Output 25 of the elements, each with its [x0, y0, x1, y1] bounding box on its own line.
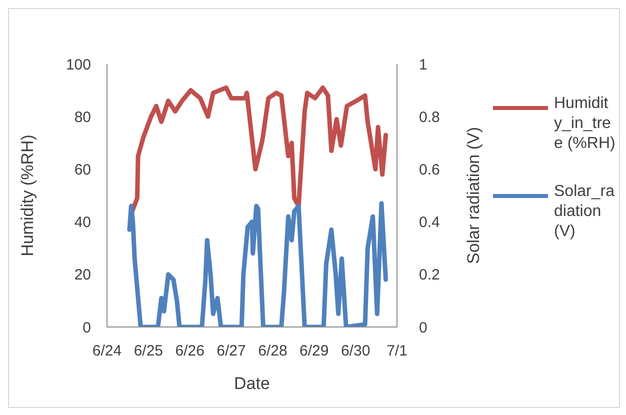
y2-axis-title: Solar radiation (V) [464, 126, 484, 264]
y-tick-label: 0 [82, 319, 91, 336]
x-tick-label: 7/1 [386, 342, 408, 360]
legend-label: Humidity_in_tree (%RH) [554, 94, 616, 154]
y-tick-label: 100 [66, 56, 91, 74]
legend-label: Solar_radiation(V) [554, 182, 616, 242]
y2-tick-label: 0.8 [419, 108, 440, 126]
y2-tick-label: 0 [419, 319, 428, 336]
x-tick-label: 6/29 [300, 342, 329, 360]
x-tick-label: 6/24 [92, 342, 122, 360]
y2-tick-label: 0.4 [419, 214, 440, 232]
y2-tick-label: 0.2 [419, 266, 440, 284]
y-tick-label: 60 [74, 162, 91, 179]
x-tick-label: 6/26 [175, 342, 204, 360]
y-axis-title: Humidity (%RH) [18, 134, 38, 256]
x-tick-label: 6/30 [340, 342, 370, 360]
x-tick-label: 6/28 [258, 342, 288, 360]
x-tick-label: 6/25 [134, 342, 164, 360]
y2-tick-label: 0.6 [419, 162, 440, 179]
y-tick-label: 80 [74, 108, 91, 126]
x-axis-title: Date [234, 374, 270, 393]
y2-tick-label: 1 [419, 56, 428, 74]
y-tick-label: 40 [74, 214, 91, 232]
y-tick-label: 20 [74, 266, 91, 284]
x-tick-label: 6/27 [216, 342, 246, 360]
